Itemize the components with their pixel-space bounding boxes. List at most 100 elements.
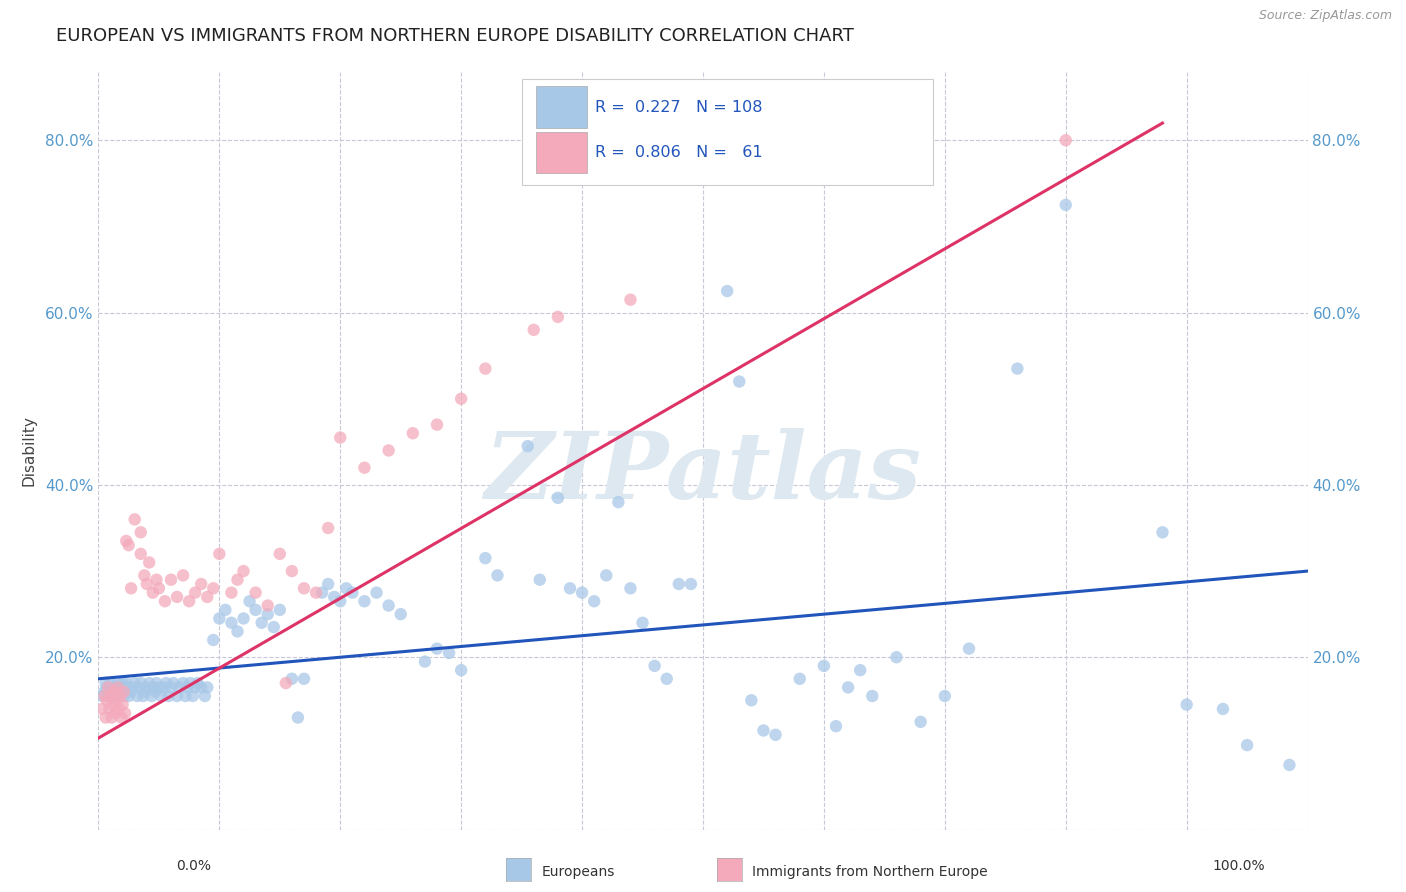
Point: [166, 689, 188, 703]
Point: [860, 689, 883, 703]
Point: [329, 594, 352, 608]
Point: [148, 681, 170, 695]
Point: [127, 689, 149, 703]
Point: [860, 172, 883, 186]
Point: [103, 684, 125, 698]
Point: [1236, 738, 1258, 752]
Point: [619, 582, 641, 596]
Point: [124, 676, 146, 690]
Point: [281, 564, 304, 578]
Point: [245, 603, 267, 617]
FancyBboxPatch shape: [536, 131, 586, 173]
Point: [150, 689, 173, 703]
Point: [114, 681, 136, 695]
Point: [825, 719, 848, 733]
Point: [108, 689, 131, 703]
Point: [115, 533, 138, 548]
Point: [124, 512, 146, 526]
Point: [172, 676, 194, 690]
Point: [571, 585, 593, 599]
Point: [111, 676, 134, 690]
Point: [263, 620, 285, 634]
Point: [957, 641, 980, 656]
Point: [644, 658, 666, 673]
Point: [142, 681, 165, 695]
Point: [274, 676, 297, 690]
Point: [426, 641, 449, 656]
Point: [619, 293, 641, 307]
Point: [101, 684, 124, 698]
Point: [112, 689, 135, 703]
Point: [190, 577, 212, 591]
Point: [129, 676, 152, 690]
Point: [98, 702, 121, 716]
Point: [450, 392, 472, 406]
Text: R =  0.806   N =   61: R = 0.806 N = 61: [595, 145, 763, 160]
Point: [292, 672, 315, 686]
Point: [1054, 198, 1077, 212]
Point: [112, 684, 135, 698]
Point: [377, 443, 399, 458]
Point: [138, 556, 160, 570]
Point: [128, 681, 150, 695]
Point: [96, 681, 118, 695]
Point: [93, 684, 115, 698]
Point: [1175, 698, 1198, 712]
Point: [595, 568, 617, 582]
Point: [1007, 361, 1029, 376]
Point: [316, 521, 339, 535]
Point: [305, 585, 328, 599]
Point: [114, 706, 136, 721]
Point: [474, 361, 496, 376]
Point: [250, 615, 273, 630]
Text: R =  0.227   N = 108: R = 0.227 N = 108: [595, 100, 763, 114]
Point: [98, 684, 121, 698]
Point: [107, 676, 129, 690]
Point: [194, 689, 217, 703]
Point: [529, 573, 551, 587]
Point: [108, 681, 131, 695]
Point: [100, 689, 122, 703]
Point: [226, 624, 249, 639]
Point: [101, 698, 124, 712]
Point: [287, 710, 309, 724]
Point: [115, 676, 138, 690]
Point: [607, 495, 630, 509]
Point: [329, 431, 352, 445]
Point: [142, 585, 165, 599]
Point: [169, 681, 191, 695]
Point: [474, 551, 496, 566]
Point: [96, 693, 118, 707]
Point: [1278, 758, 1301, 772]
Point: [437, 646, 460, 660]
Point: [232, 564, 254, 578]
Point: [256, 607, 278, 622]
Point: [184, 585, 207, 599]
Point: [135, 681, 157, 695]
Point: [190, 681, 212, 695]
Point: [323, 590, 346, 604]
Point: [558, 582, 581, 596]
Point: [129, 525, 152, 540]
Point: [145, 573, 167, 587]
Point: [100, 676, 122, 690]
Point: [335, 582, 357, 596]
Point: [668, 577, 690, 591]
Text: 0.0%: 0.0%: [176, 859, 211, 872]
Point: [118, 689, 141, 703]
Point: [172, 568, 194, 582]
Point: [221, 615, 243, 630]
Point: [547, 491, 569, 505]
Point: [752, 723, 775, 738]
Point: [153, 594, 176, 608]
Point: [813, 658, 835, 673]
Point: [110, 710, 132, 724]
Point: [256, 599, 278, 613]
Point: [129, 547, 152, 561]
Point: [152, 681, 174, 695]
Point: [239, 594, 262, 608]
Point: [765, 728, 787, 742]
Point: [91, 702, 114, 716]
Point: [426, 417, 449, 432]
Point: [148, 582, 170, 596]
